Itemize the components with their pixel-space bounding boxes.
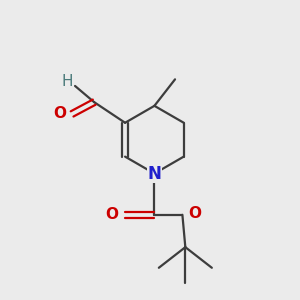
Text: O: O: [188, 206, 201, 221]
Text: H: H: [62, 74, 74, 89]
Text: O: O: [53, 106, 66, 122]
Text: O: O: [105, 207, 118, 222]
Text: N: N: [148, 165, 161, 183]
